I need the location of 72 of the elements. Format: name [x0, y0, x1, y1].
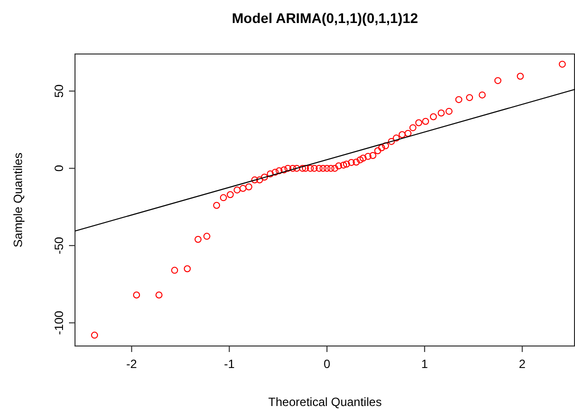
x-tick-label: 2: [518, 357, 526, 371]
point: [558, 60, 566, 68]
point: [516, 72, 524, 80]
point: [203, 232, 210, 240]
point: [422, 118, 430, 125]
point: [245, 183, 252, 190]
y-tick-label: -50: [52, 236, 66, 254]
y-tick-label: -100: [52, 310, 66, 335]
point: [299, 164, 306, 172]
point: [438, 110, 445, 117]
point: [364, 152, 372, 160]
point: [446, 108, 453, 115]
point: [494, 77, 502, 84]
point: [302, 164, 309, 172]
point: [352, 158, 360, 166]
point: [331, 164, 338, 172]
point: [306, 164, 314, 172]
point: [251, 176, 258, 184]
point: [340, 162, 348, 169]
x-axis-title: Theoretical Quantiles: [268, 395, 382, 409]
point: [392, 134, 400, 142]
point: [374, 147, 382, 154]
point: [234, 186, 241, 194]
point: [348, 158, 355, 166]
point: [284, 164, 292, 172]
x-tick-label: 0: [324, 357, 331, 371]
point: [133, 292, 140, 299]
point: [239, 184, 246, 192]
point: [398, 131, 406, 138]
x-tick-label: 1: [421, 357, 428, 371]
point: [155, 292, 162, 299]
point: [409, 124, 416, 132]
point: [266, 170, 274, 178]
point: [276, 167, 283, 174]
x-tick-label: -2: [126, 357, 138, 371]
point: [430, 113, 437, 120]
point: [213, 202, 220, 209]
point: [91, 332, 98, 339]
point: [280, 166, 288, 174]
point: [320, 164, 327, 172]
point: [356, 156, 364, 164]
point: [289, 164, 296, 172]
point: [184, 265, 191, 272]
point: [378, 144, 386, 152]
point: [404, 130, 412, 137]
y-tick-label: 0: [52, 164, 66, 172]
point: [194, 236, 202, 243]
point: [478, 91, 486, 98]
point: [335, 162, 342, 170]
point: [260, 174, 268, 181]
point: [415, 119, 422, 126]
point: [171, 266, 178, 274]
point: [455, 96, 462, 104]
point: [310, 164, 318, 172]
y-tick-label: 50: [52, 84, 66, 98]
point: [316, 164, 323, 172]
point: [369, 152, 376, 160]
point: [323, 164, 330, 172]
point: [272, 168, 279, 176]
point: [342, 160, 350, 168]
point: [293, 164, 300, 172]
x-tick-label: -1: [224, 357, 235, 371]
point: [382, 142, 390, 150]
point: [226, 191, 234, 198]
point: [360, 154, 367, 162]
point: [466, 94, 474, 102]
chart-title: Model ARIMA(0,1,1)(0,1,1)12: [232, 10, 418, 26]
y-axis-title: Sample Quantiles: [11, 152, 25, 248]
point: [256, 176, 264, 184]
point: [388, 138, 395, 145]
point: [220, 194, 227, 202]
point: [327, 164, 334, 172]
